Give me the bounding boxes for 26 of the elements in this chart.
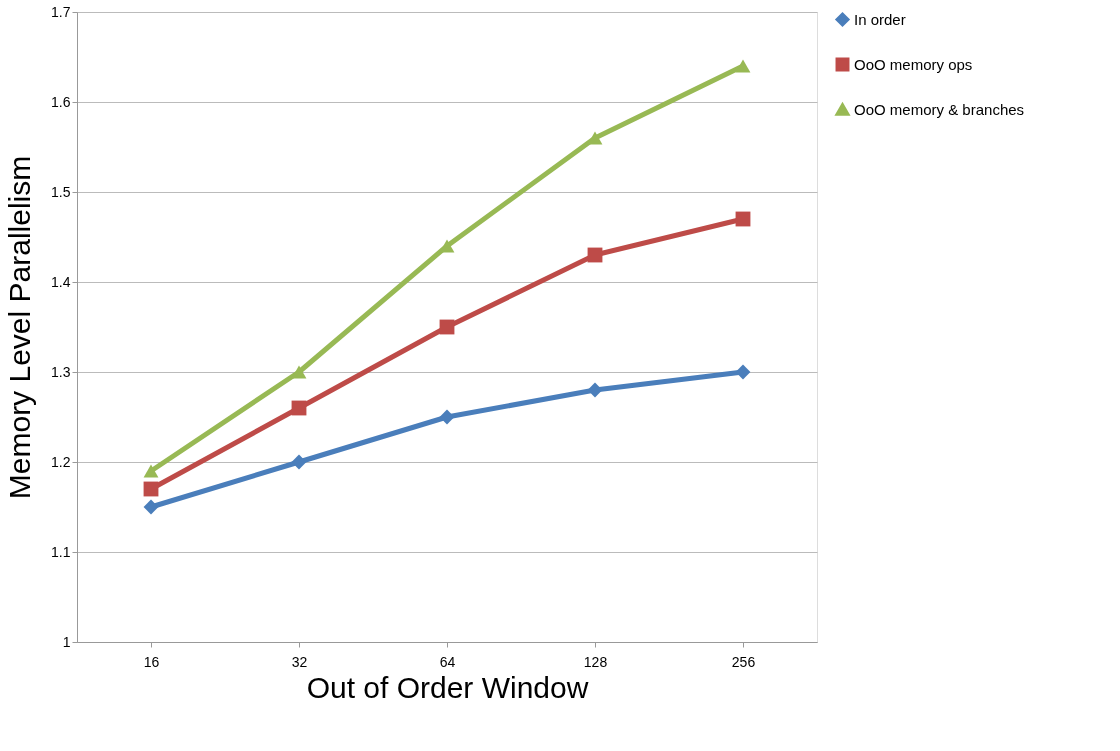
legend-label: OoO memory ops xyxy=(854,55,973,73)
x-tick-label: 128 xyxy=(583,653,608,670)
x-axis-title: Out of Order Window xyxy=(306,670,589,704)
legend-label: In order xyxy=(854,10,906,28)
point xyxy=(291,454,307,470)
legend-label: OoO memory & branches xyxy=(854,100,1025,118)
y-tick-label: 1.6 xyxy=(51,93,71,110)
point xyxy=(439,409,455,425)
y-tick-label: 1.3 xyxy=(51,363,71,380)
y-tick-label: 1.1 xyxy=(51,543,71,560)
x-tick-label: 32 xyxy=(291,653,308,670)
x-tick-label: 64 xyxy=(439,653,456,670)
point xyxy=(587,382,603,398)
y-tick-label: 1.7 xyxy=(51,3,71,20)
point xyxy=(735,59,751,73)
y-tick-label: 1.4 xyxy=(51,273,71,290)
x-tick-label: 16 xyxy=(143,653,160,670)
y-tick-label: 1 xyxy=(62,633,71,650)
y-tick-label: 1.5 xyxy=(51,183,71,200)
x-tick-label: 256 xyxy=(731,653,756,670)
point xyxy=(735,364,751,380)
point xyxy=(291,365,307,379)
y-axis-title: Memory Level Parallelism xyxy=(3,155,37,500)
point xyxy=(143,464,159,478)
point xyxy=(143,499,159,515)
y-tick-label: 1.2 xyxy=(51,453,71,470)
